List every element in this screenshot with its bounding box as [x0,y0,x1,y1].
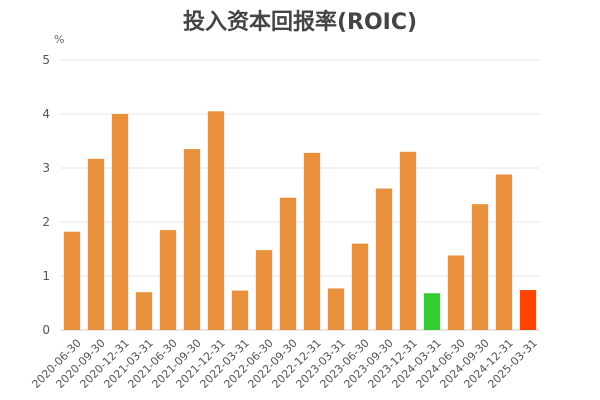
y-tick-label: 0 [42,323,50,337]
bar-2023-12-31 [399,151,417,330]
x-axis-ticks: 2020-06-302020-09-302020-12-312021-03-31… [29,337,539,391]
y-axis-ticks: 0 1 2 3 4 5 [42,53,50,337]
bar-2020-06-30 [63,231,81,330]
bar-2023-03-31 [327,288,345,330]
bar-2021-06-30 [159,230,177,330]
bar-2022-03-31 [231,290,249,330]
bar-2020-09-30 [87,158,105,330]
bar-2023-09-30 [375,188,393,330]
y-tick-label: 3 [42,161,50,175]
bar-2024-06-30 [447,255,465,330]
bar-2021-12-31 [207,111,225,330]
bar-2020-12-31 [111,114,129,330]
bar-2022-12-31 [303,152,321,330]
y-tick-label: 5 [42,53,50,67]
bar-2024-03-31 [423,293,441,330]
y-axis-unit-label: % [54,33,65,46]
y-tick-label: 4 [42,107,50,121]
y-tick-label: 1 [42,269,50,283]
gridlines [60,59,540,331]
bar-2023-06-30 [351,243,369,330]
bars [63,111,537,330]
bar-2025-03-31 [519,290,537,330]
y-tick-label: 2 [42,215,50,229]
bar-2021-03-31 [135,292,153,330]
bar-2021-09-30 [183,149,201,330]
chart-title: 投入资本回报率(ROIC) [182,10,418,35]
bar-2022-06-30 [255,250,273,330]
bar-2022-09-30 [279,197,297,330]
bar-2024-09-30 [471,204,489,330]
bar-2024-12-31 [495,174,513,330]
